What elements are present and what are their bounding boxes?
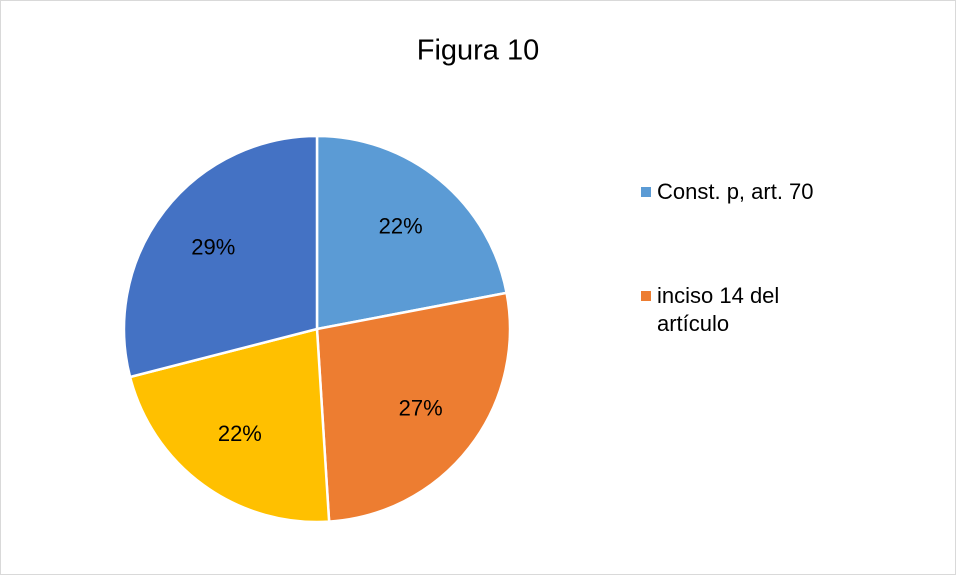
- chart-title: Figura 10: [417, 35, 540, 67]
- data-label: 22%: [218, 421, 262, 446]
- legend-swatch: [641, 187, 651, 197]
- legend: Const. p, art. 70 inciso 14 del artículo: [641, 178, 901, 414]
- pie-slice: [315, 291, 512, 523]
- data-label: 29%: [191, 234, 235, 259]
- legend-label: inciso 14 del artículo: [657, 283, 780, 336]
- legend-swatch: [641, 291, 651, 301]
- legend-item: Const. p, art. 70: [641, 178, 857, 206]
- pie-slice: [315, 134, 509, 331]
- pie-slice: [122, 134, 319, 379]
- legend-label: Const. p, art. 70: [657, 179, 814, 204]
- data-label: 27%: [399, 395, 443, 420]
- data-label: 22%: [379, 214, 423, 239]
- legend-item: inciso 14 del artículo: [641, 282, 857, 338]
- pie-slice: [128, 327, 331, 524]
